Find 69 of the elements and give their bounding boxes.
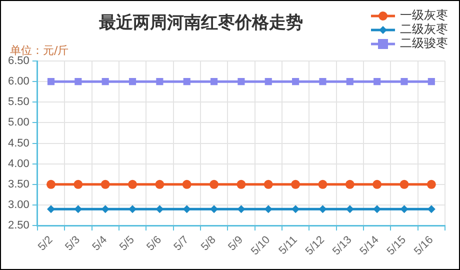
point bbox=[46, 180, 56, 189]
point bbox=[372, 180, 382, 189]
y-tick-label: 4.50 bbox=[8, 137, 30, 150]
y-tick-label: 3.00 bbox=[8, 198, 30, 211]
point bbox=[291, 180, 300, 189]
y-tick-label: 6.00 bbox=[8, 76, 30, 88]
point bbox=[318, 180, 328, 189]
point bbox=[400, 205, 408, 214]
point bbox=[156, 205, 164, 214]
y-tick-label: 4.00 bbox=[8, 158, 30, 170]
chart-title: 最近两周河南红枣价格走势 bbox=[98, 12, 304, 34]
point bbox=[182, 180, 192, 189]
x-tick-label: 5/6 bbox=[144, 234, 164, 254]
y-axis-title: 单位：元/斤 bbox=[10, 43, 69, 57]
y-tick-label: 5.50 bbox=[8, 96, 30, 108]
x-tick-label: 5/12 bbox=[303, 234, 327, 258]
x-tick-label: 5/16 bbox=[412, 234, 436, 258]
point bbox=[156, 78, 164, 86]
point bbox=[264, 180, 273, 189]
legend-label: 二级灰枣 bbox=[400, 22, 448, 36]
point bbox=[101, 205, 110, 214]
point bbox=[128, 78, 136, 86]
x-tick-label: 5/7 bbox=[172, 234, 192, 254]
x-tick-label: 5/3 bbox=[63, 234, 82, 254]
x-tick-label: 5/8 bbox=[198, 234, 218, 254]
point bbox=[428, 78, 435, 86]
point bbox=[128, 180, 138, 189]
point bbox=[426, 180, 436, 189]
point bbox=[182, 205, 191, 214]
point bbox=[374, 78, 381, 86]
point bbox=[264, 205, 272, 214]
legend-label: 一级灰枣 bbox=[400, 8, 448, 22]
point bbox=[236, 180, 246, 189]
point bbox=[183, 78, 190, 86]
point bbox=[210, 180, 219, 189]
y-tick-label: 2.50 bbox=[8, 220, 30, 232]
x-tick-label: 5/13 bbox=[330, 234, 354, 258]
point bbox=[318, 205, 327, 214]
point bbox=[346, 78, 354, 86]
point bbox=[74, 78, 82, 86]
point bbox=[46, 205, 55, 214]
legend-label: 二级骏枣 bbox=[400, 36, 448, 50]
point bbox=[400, 78, 408, 86]
y-tick-label: 3.50 bbox=[8, 178, 30, 190]
y-tick-label: 5.00 bbox=[8, 116, 30, 129]
point bbox=[345, 180, 354, 189]
y-tick-label: 6.50 bbox=[8, 55, 30, 68]
point bbox=[210, 78, 218, 86]
point bbox=[264, 78, 272, 86]
x-tick-label: 5/9 bbox=[226, 234, 246, 254]
x-tick-label: 5/5 bbox=[117, 234, 137, 254]
point bbox=[47, 78, 55, 86]
point bbox=[400, 180, 409, 189]
point bbox=[155, 180, 164, 189]
point bbox=[74, 180, 83, 189]
point bbox=[74, 205, 82, 214]
point bbox=[427, 205, 436, 214]
point bbox=[100, 180, 110, 189]
x-tick-label: 5/2 bbox=[36, 234, 56, 254]
x-tick-label: 5/4 bbox=[90, 234, 110, 254]
point bbox=[292, 78, 300, 86]
x-tick-label: 5/14 bbox=[358, 234, 382, 258]
point bbox=[238, 78, 245, 86]
point bbox=[319, 78, 326, 86]
x-tick-label: 5/11 bbox=[276, 234, 300, 258]
x-tick-label: 5/10 bbox=[249, 234, 273, 258]
point bbox=[346, 205, 354, 214]
point bbox=[102, 78, 109, 86]
point bbox=[237, 205, 246, 214]
